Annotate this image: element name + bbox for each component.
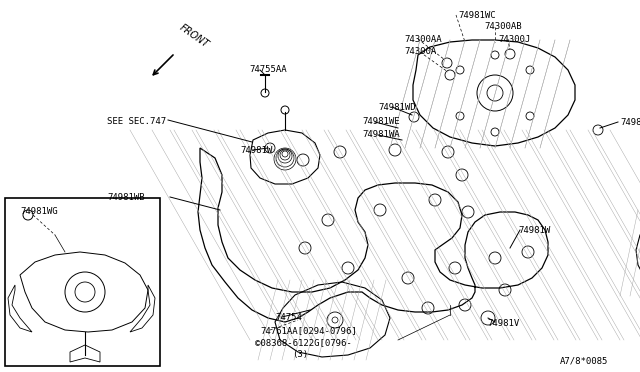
Text: 74981WE: 74981WE	[620, 118, 640, 127]
Text: 74761AA[0294-0796]: 74761AA[0294-0796]	[260, 326, 356, 335]
Text: 74300AA: 74300AA	[404, 35, 442, 44]
Text: 74981V: 74981V	[487, 319, 519, 328]
Text: SEE SEC.747: SEE SEC.747	[107, 117, 166, 126]
Text: 74300A: 74300A	[404, 47, 436, 56]
Text: 74755AA: 74755AA	[249, 65, 287, 74]
Text: 74981WD: 74981WD	[378, 103, 415, 112]
Bar	[5, 198, 160, 366]
Text: FRONT: FRONT	[178, 23, 211, 50]
Text: 74981W: 74981W	[518, 226, 550, 235]
Text: 74981W: 74981W	[240, 146, 272, 155]
Text: (3): (3)	[292, 350, 308, 359]
Text: ©08368-6122G[0796-: ©08368-6122G[0796-	[255, 338, 352, 347]
Text: 74300J: 74300J	[498, 35, 531, 44]
Text: 74300AB: 74300AB	[484, 22, 522, 31]
Text: 74981WC: 74981WC	[458, 11, 495, 20]
Text: 74981WB: 74981WB	[107, 193, 145, 202]
Text: 74754: 74754	[275, 313, 302, 322]
Text: 74981WE: 74981WE	[362, 117, 399, 126]
Text: A7/8*0085: A7/8*0085	[560, 356, 609, 365]
Text: 74981WG: 74981WG	[20, 207, 58, 216]
Text: 74981WA: 74981WA	[362, 130, 399, 139]
